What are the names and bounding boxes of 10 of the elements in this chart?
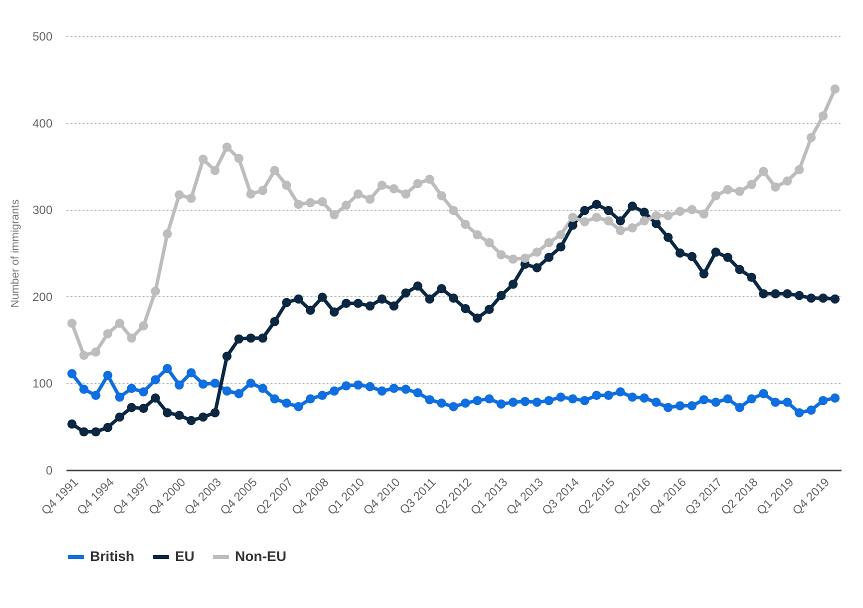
legend-label: EU [175,548,194,564]
y-tick-label: 0 [46,464,53,478]
legend-label: Non-EU [235,548,286,564]
y-axis-title: Number of immigrants [9,198,22,308]
y-tick-label: 300 [32,203,53,218]
y-tick-label: 400 [32,116,53,130]
legend-label: British [90,548,134,564]
y-tick-label: 200 [32,290,53,304]
y-tick-label: 500 [32,30,53,44]
y-tick-label: 100 [32,376,53,391]
